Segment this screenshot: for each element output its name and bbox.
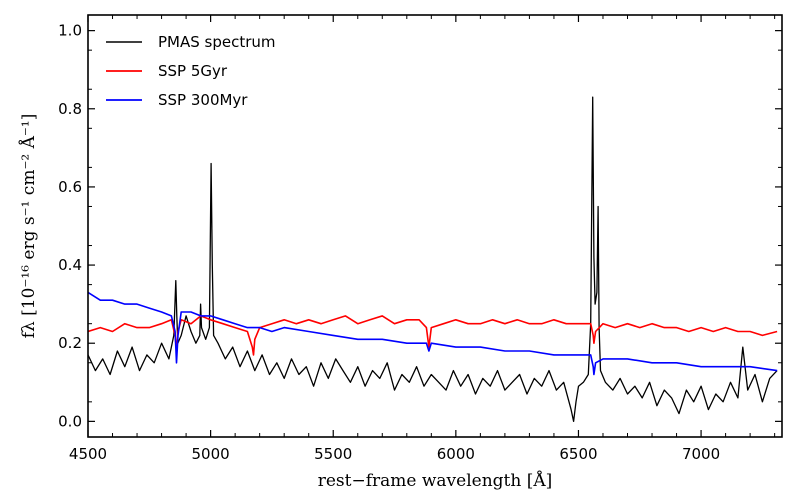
x-tick-label: 4500 [69,445,107,463]
y-tick-label: 1.0 [58,22,82,40]
x-axis-ticks: 4500 5000 5500 6000 6500 7000 [69,15,776,463]
legend-label: PMAS spectrum [158,33,276,51]
legend-label: SSP 300Myr [158,91,248,109]
y-tick-label: 0.2 [58,334,82,352]
x-tick-label: 5000 [192,445,230,463]
plot-frame [87,14,783,438]
series-layer [88,96,778,423]
y-axis-ticks: 0.0 0.2 0.4 0.6 0.8 1.0 [58,22,782,430]
legend-label: SSP 5Gyr [158,62,228,80]
y-tick-label: 0.8 [58,100,82,118]
x-axis-label: rest−frame wavelength [Å] [318,470,553,491]
x-tick-label: 5500 [314,445,352,463]
legend: PMAS spectrum SSP 5Gyr SSP 300Myr [106,33,276,109]
x-tick-label: 7000 [682,445,720,463]
y-axis-label: fλ [10⁻¹⁶ erg s⁻¹ cm⁻² Å⁻¹] [18,114,39,339]
y-tick-label: 0.4 [58,256,82,274]
series-line-ssp-5gyr [88,315,778,356]
series-line-pmas-spectrum [88,96,778,423]
y-tick-label: 0.0 [58,412,82,430]
x-tick-label: 6000 [437,445,475,463]
series-line-ssp-300myr [88,291,778,376]
x-tick-label: 6500 [559,445,597,463]
y-tick-label: 0.6 [58,178,82,196]
